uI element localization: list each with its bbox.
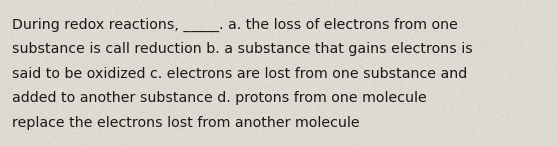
Text: added to another substance d. protons from one molecule: added to another substance d. protons fr… — [12, 91, 427, 105]
Text: During redox reactions, _____. a. the loss of electrons from one: During redox reactions, _____. a. the lo… — [12, 18, 458, 32]
Text: said to be oxidized c. electrons are lost from one substance and: said to be oxidized c. electrons are los… — [12, 67, 468, 81]
Text: replace the electrons lost from another molecule: replace the electrons lost from another … — [12, 116, 360, 130]
Text: substance is call reduction b. a substance that gains electrons is: substance is call reduction b. a substan… — [12, 42, 473, 56]
